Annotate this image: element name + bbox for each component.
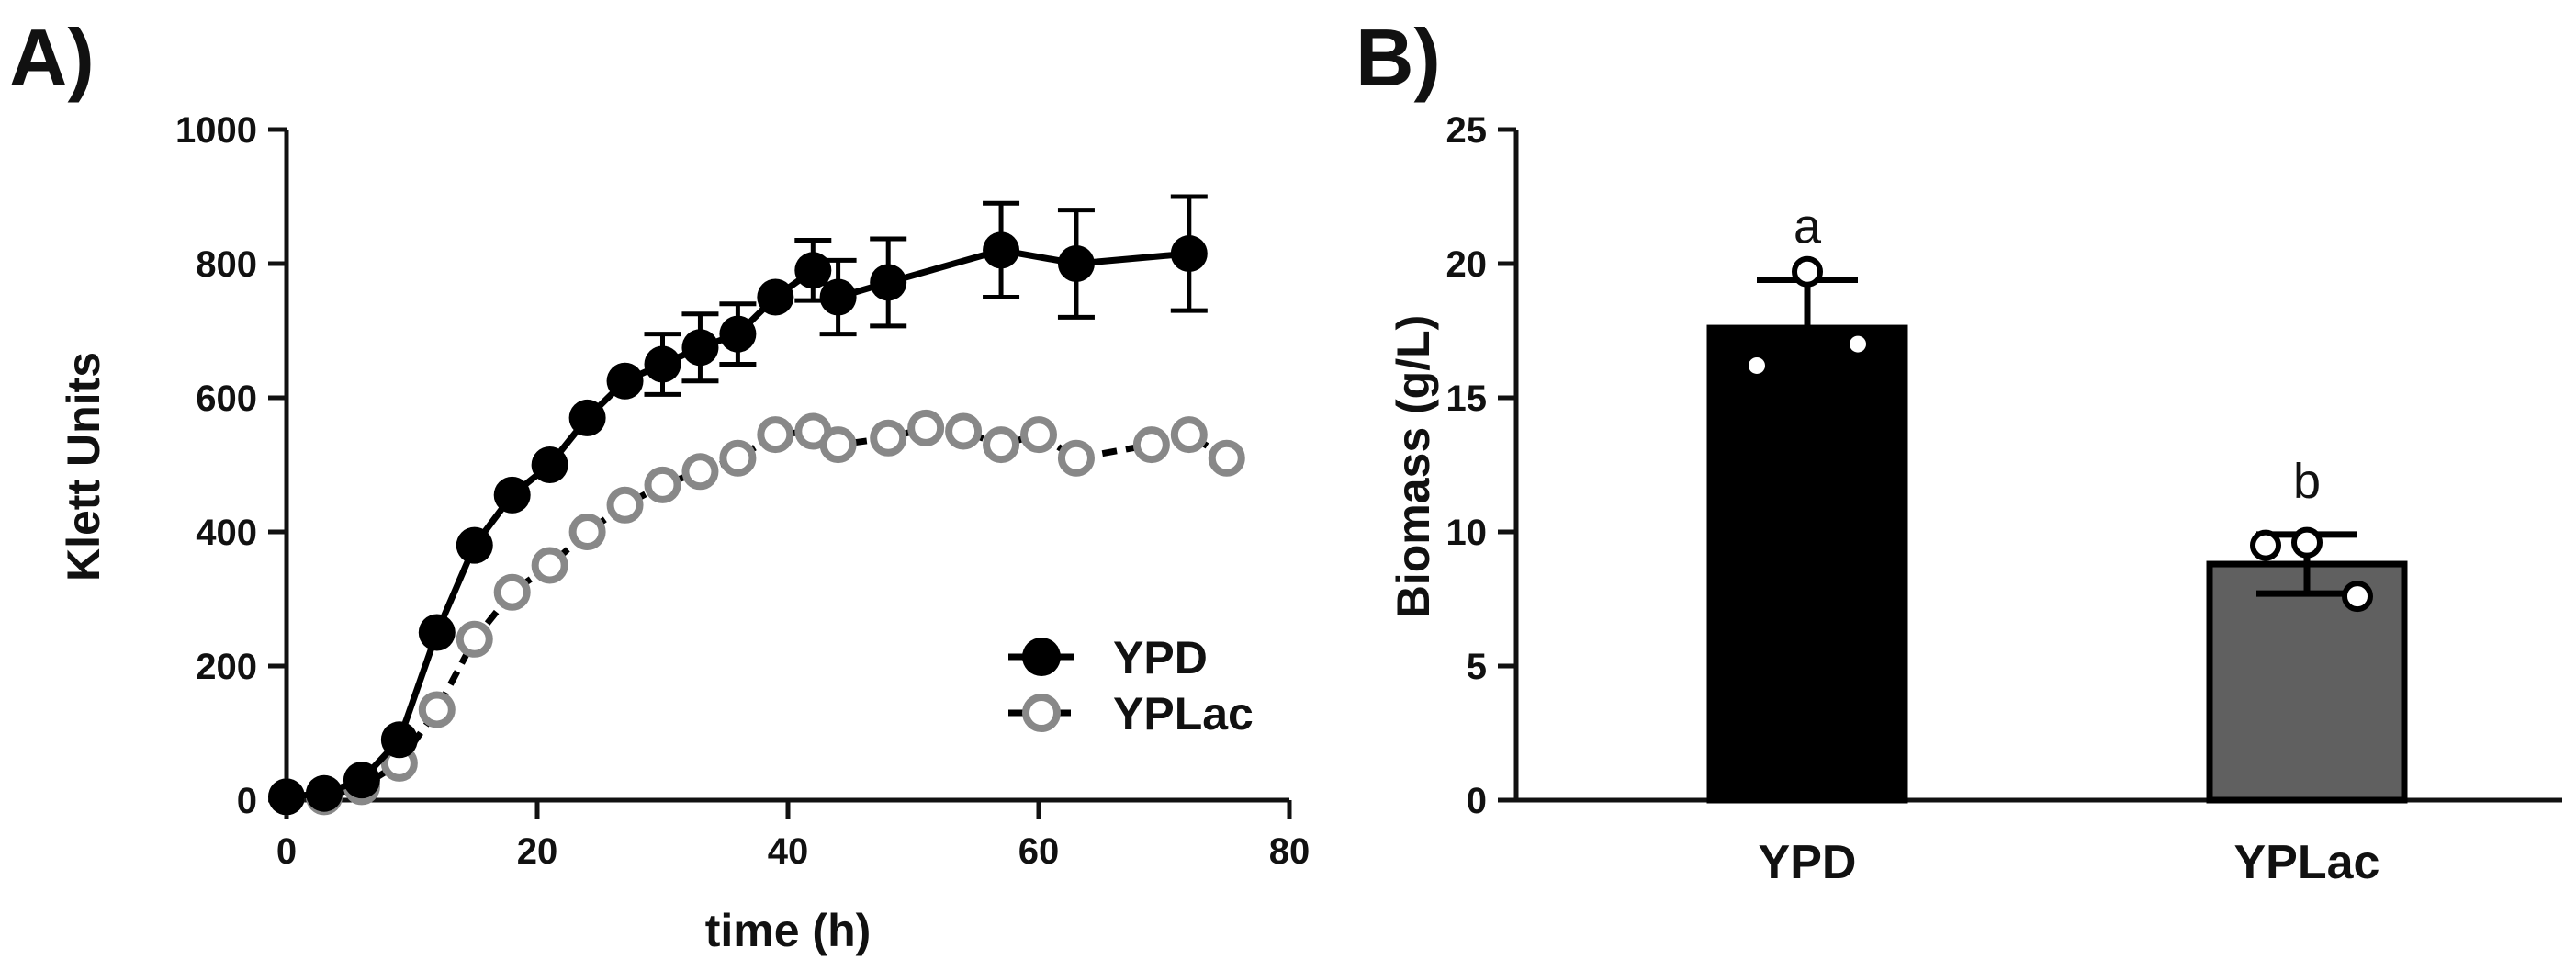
data-point-yplac (531, 547, 568, 584)
data-point-ypd (870, 264, 907, 301)
y-tick-label: 10 (1446, 513, 1488, 553)
panel-a-y-ticks: 0 200 400 600 800 1000 (175, 110, 287, 821)
data-point-ypd (1170, 235, 1208, 273)
y-tick-label: 1000 (175, 110, 257, 151)
y-tick-label: 20 (1446, 244, 1488, 285)
y-tick-label: 600 (196, 378, 257, 419)
data-point-yplac (1132, 426, 1170, 464)
panel-b-y-ticks: 0 5 10 15 20 25 (1446, 110, 1516, 821)
data-point-ypd (343, 762, 380, 799)
y-tick-label: 5 (1467, 647, 1487, 687)
data-point-yplac (568, 514, 606, 550)
data-point-ypd (568, 399, 606, 436)
data-point-ypd (719, 315, 757, 353)
data-point-yplac (1170, 416, 1208, 454)
data-point-ypd (268, 778, 305, 816)
panel-b-bar-chart: B) 0 5 10 15 20 25 Biomass (g/L) a YPD b YPLac (1355, 12, 2562, 889)
x-tick-label: 40 (768, 831, 809, 872)
data-point-yplac (819, 426, 857, 464)
x-tick-label: 80 (1269, 831, 1310, 872)
data-point-yplac (907, 409, 945, 446)
data-point-yplac (719, 439, 757, 477)
panel-a-series (268, 194, 1245, 816)
data-point-ypd (380, 721, 418, 759)
data-point-ypd (456, 526, 493, 564)
panel-a-line-chart: A) 0 200 400 600 800 1000 0 20 40 60 80 Klett Uni… (9, 12, 1310, 956)
replicate-point-yplac (2250, 529, 2281, 561)
legend-yplac-marker (1022, 694, 1061, 732)
data-point-ypd (493, 476, 531, 514)
y-tick-label: 800 (196, 244, 257, 285)
data-point-yplac (1057, 439, 1095, 477)
x-tick-label: 0 (276, 831, 297, 872)
data-point-yplac (870, 419, 907, 457)
significance-letter-ypd: a (1794, 199, 1822, 254)
series-yplac-line (287, 424, 1229, 800)
panel-a-legend: YPD YPLac (1008, 632, 1254, 740)
y-tick-label: 400 (196, 513, 257, 553)
data-point-ypd (531, 446, 568, 483)
y-tick-label: 25 (1446, 110, 1488, 151)
legend-ypd-marker (1022, 638, 1061, 676)
data-point-ypd (681, 329, 719, 367)
data-point-ypd (983, 231, 1020, 269)
y-tick-label: 0 (1467, 781, 1487, 821)
replicate-point-ypd (1850, 335, 1866, 353)
panel-b-bars: a YPD b YPLac (1706, 199, 2408, 889)
y-tick-label: 15 (1446, 378, 1488, 419)
data-point-yplac (606, 486, 644, 524)
x-tick-label: 60 (1018, 831, 1060, 872)
replicate-point-ypd (1749, 356, 1765, 374)
data-point-yplac (983, 426, 1020, 464)
replicate-point-ypd (1792, 255, 1823, 288)
replicate-point-yplac (2342, 581, 2373, 613)
data-point-ypd (644, 345, 681, 383)
panel-b-label: B) (1355, 12, 1441, 103)
data-point-yplac (418, 691, 456, 728)
data-point-yplac (1020, 416, 1057, 454)
legend-ypd-label: YPD (1113, 632, 1208, 683)
data-point-ypd (418, 614, 456, 651)
data-point-yplac (945, 412, 983, 450)
data-point-ypd (819, 278, 857, 316)
y-tick-label: 0 (237, 781, 257, 821)
panel-a-x-ticks: 0 20 40 60 80 (276, 800, 1310, 872)
legend-yplac-label: YPLac (1113, 688, 1254, 740)
panel-a-x-axis-title: time (h) (705, 905, 872, 956)
bar-ypd (1706, 324, 1908, 804)
data-point-yplac (1208, 439, 1245, 477)
data-point-ypd (757, 278, 794, 316)
data-point-yplac (493, 573, 531, 611)
data-point-yplac (757, 416, 794, 454)
panel-a-label: A) (9, 12, 95, 103)
panel-a-y-axis-title: Klett Units (58, 352, 109, 581)
replicate-point-yplac (2291, 526, 2323, 559)
category-label-ypd: YPD (1759, 836, 1857, 889)
data-point-yplac (456, 620, 493, 658)
bar-yplac (2206, 560, 2408, 804)
significance-letter-yplac: b (2293, 454, 2321, 509)
data-point-ypd (794, 252, 832, 289)
x-tick-label: 20 (517, 831, 558, 872)
category-label-yplac: YPLac (2234, 836, 2380, 889)
data-point-yplac (681, 453, 719, 491)
data-point-ypd (1057, 245, 1095, 282)
panel-b-y-axis-title: Biomass (g/L) (1388, 315, 1439, 619)
data-point-ypd (305, 774, 343, 812)
data-point-ypd (606, 362, 644, 400)
data-point-yplac (644, 466, 681, 503)
y-tick-label: 200 (196, 647, 257, 687)
